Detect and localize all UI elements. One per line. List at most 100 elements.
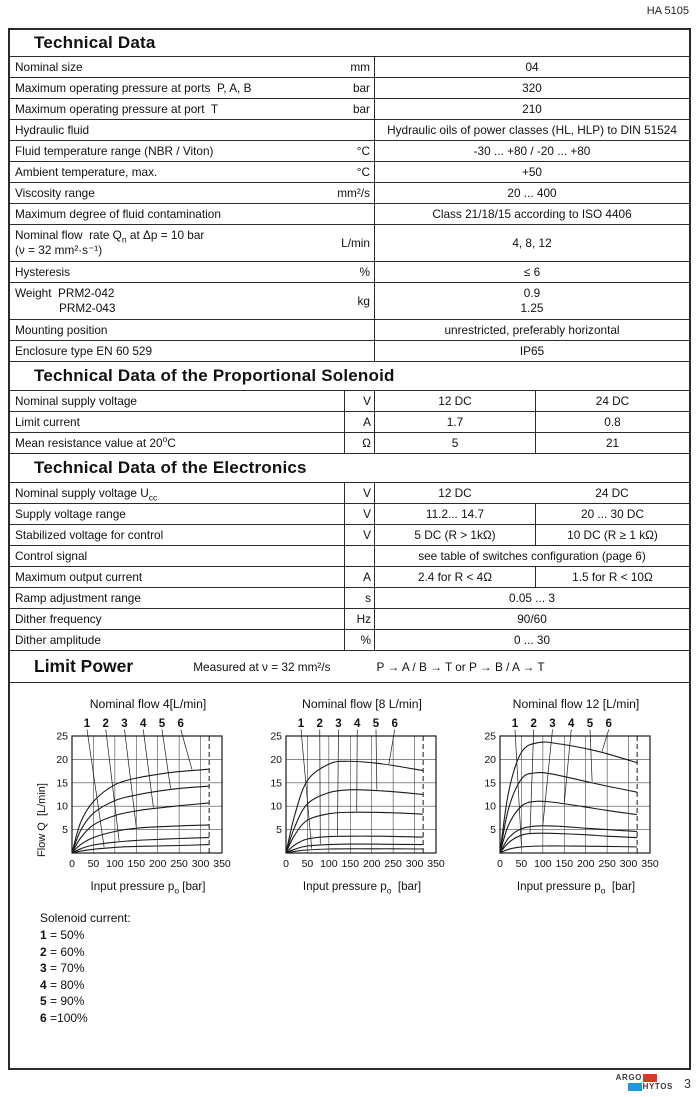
section-heading-technical-data: Technical Data: [10, 30, 689, 56]
row-label: Ambient temperature, max.: [15, 165, 158, 179]
row-unit: A: [363, 570, 371, 584]
svg-text:3: 3: [121, 718, 127, 730]
svg-text:50: 50: [302, 858, 314, 870]
row-label: Nominal size: [15, 60, 83, 74]
section-heading-limit-power: Limit Power Measured at ν = 32 mm²/s P →…: [10, 650, 689, 682]
row-label: Enclosure type EN 60 529: [15, 344, 153, 358]
row-unit: V: [363, 486, 371, 500]
svg-text:6: 6: [392, 718, 398, 730]
svg-text:300: 300: [406, 858, 424, 870]
row-value-24dc: 20 ... 30 DC: [535, 504, 689, 524]
svg-text:25: 25: [484, 731, 496, 743]
page-number: 3: [684, 1077, 691, 1091]
row-label: Supply voltage range: [15, 507, 126, 521]
svg-text:1: 1: [84, 718, 91, 730]
section-title: Limit Power: [34, 656, 134, 676]
svg-text:300: 300: [620, 858, 638, 870]
chart-title: Nominal flow 4[L/min]: [89, 697, 207, 711]
row-label: Nominal supply voltage: [15, 394, 137, 408]
table-row: Stabilized voltage for control V 5 DC (R…: [10, 524, 689, 545]
table-row: Ramp adjustment range s 0.05 ... 3: [10, 587, 689, 608]
row-value: 90/60: [517, 612, 547, 626]
row-unit: s: [365, 591, 371, 605]
svg-text:300: 300: [192, 858, 210, 870]
svg-text:3: 3: [335, 718, 341, 730]
chart-block-8lpm: Nominal flow [8 L/min] 1 2 3 4 5 6 5 10 15 20 25 0 5…: [246, 697, 460, 895]
svg-text:150: 150: [128, 858, 146, 870]
row-unit: mm²/s: [337, 186, 370, 200]
svg-text:250: 250: [598, 858, 616, 870]
svg-text:200: 200: [363, 858, 381, 870]
svg-text:0: 0: [283, 858, 289, 870]
table-row: Hysteresis % ≤ 6: [10, 261, 689, 282]
table-row: Dither frequency Hz 90/60: [10, 608, 689, 629]
table-row: Hydraulic fluid Hydraulic oils of power …: [10, 119, 689, 140]
x-axis-label: Input pressure po [bar]: [90, 880, 206, 896]
table-row: Ambient temperature, max. °C +50: [10, 161, 689, 182]
measurement-note: Measured at ν = 32 mm²/s: [193, 659, 331, 674]
svg-text:4: 4: [568, 718, 575, 730]
table-row: Limit current A 1.7 0.8: [10, 411, 689, 432]
row-unit: V: [363, 507, 371, 521]
row-value: ≤ 6: [523, 265, 541, 279]
row-label: Maximum output current: [15, 570, 143, 584]
table-row: Maximum operating pressure at port T bar…: [10, 98, 689, 119]
sheet-border: Technical Data Nominal size mm 04 Maximu…: [8, 28, 691, 1070]
row-label: Limit current: [15, 415, 80, 429]
chart-block-12lpm: Nominal flow 12 [L/min] 1 2 3 4 5 6 5 10 15 20 25 0…: [460, 697, 674, 895]
svg-text:100: 100: [106, 858, 124, 870]
row-unit: %: [359, 265, 371, 279]
svg-text:5: 5: [159, 718, 166, 730]
row-value: 04: [525, 60, 539, 74]
row-value: 320: [522, 81, 542, 95]
row-value: +50: [521, 165, 542, 179]
svg-text:2: 2: [317, 718, 323, 730]
section-heading-solenoid: Technical Data of the Proportional Solen…: [10, 361, 689, 390]
argo-hytos-logo: ARGO HYTOS: [616, 1073, 673, 1091]
row-value: IP65: [519, 344, 545, 358]
row-unit: Ω: [362, 436, 371, 450]
legend-item: 4 = 80%: [40, 977, 85, 992]
svg-text:5: 5: [490, 824, 496, 836]
row-value-24dc: 21: [535, 433, 689, 453]
row-value: Class 21/18/15 according to ISO 4406: [432, 207, 632, 221]
logo-blue-square-icon: [627, 1082, 642, 1091]
svg-text:1: 1: [298, 718, 305, 730]
row-value: Hydraulic oils of power classes (HL, HLP…: [387, 123, 677, 137]
section-title: Technical Data of the Electronics: [34, 458, 307, 477]
svg-text:20: 20: [484, 754, 496, 766]
legend-item: 2 = 60%: [40, 944, 85, 959]
svg-text:4: 4: [140, 718, 147, 730]
row-value-12dc: 2.4 for R < 4Ω: [417, 570, 493, 584]
svg-text:15: 15: [484, 777, 496, 789]
table-row: Mean resistance value at 20oC Ω 5 21: [10, 432, 689, 453]
row-unit: mm: [350, 60, 370, 74]
row-label: Dither frequency: [15, 612, 102, 626]
row-label: Ramp adjustment range: [15, 591, 141, 605]
svg-text:20: 20: [270, 754, 282, 766]
table-row: Mounting position unrestricted, preferab…: [10, 319, 689, 340]
table-row: Dither amplitude % 0 ... 30: [10, 629, 689, 650]
legend-item: 1 = 50%: [40, 928, 85, 942]
svg-text:6: 6: [606, 718, 612, 730]
row-unit: A: [363, 415, 371, 429]
row-value-12dc: 1.7: [446, 415, 464, 429]
row-label: Mounting position: [15, 323, 108, 337]
row-value: 210: [522, 102, 542, 116]
svg-text:100: 100: [320, 858, 338, 870]
svg-text:5: 5: [587, 718, 594, 730]
table-row: Control signal see table of switches con…: [10, 545, 689, 566]
table-row: Supply voltage range V 11.2... 14.7 20 .…: [10, 503, 689, 524]
svg-text:25: 25: [56, 731, 68, 743]
chart-title: Nominal flow 12 [L/min]: [512, 697, 640, 711]
svg-text:250: 250: [170, 858, 188, 870]
legend-item: 3 = 70%: [40, 961, 85, 975]
svg-text:15: 15: [56, 777, 68, 789]
row-label: Hysteresis: [15, 265, 71, 279]
row-value-12dc: 11.2... 14.7: [425, 507, 485, 521]
svg-text:200: 200: [577, 858, 595, 870]
table-row-nominal-flow: Nominal flow rate Qn at Δp = 10 bar (ν =…: [10, 224, 689, 261]
